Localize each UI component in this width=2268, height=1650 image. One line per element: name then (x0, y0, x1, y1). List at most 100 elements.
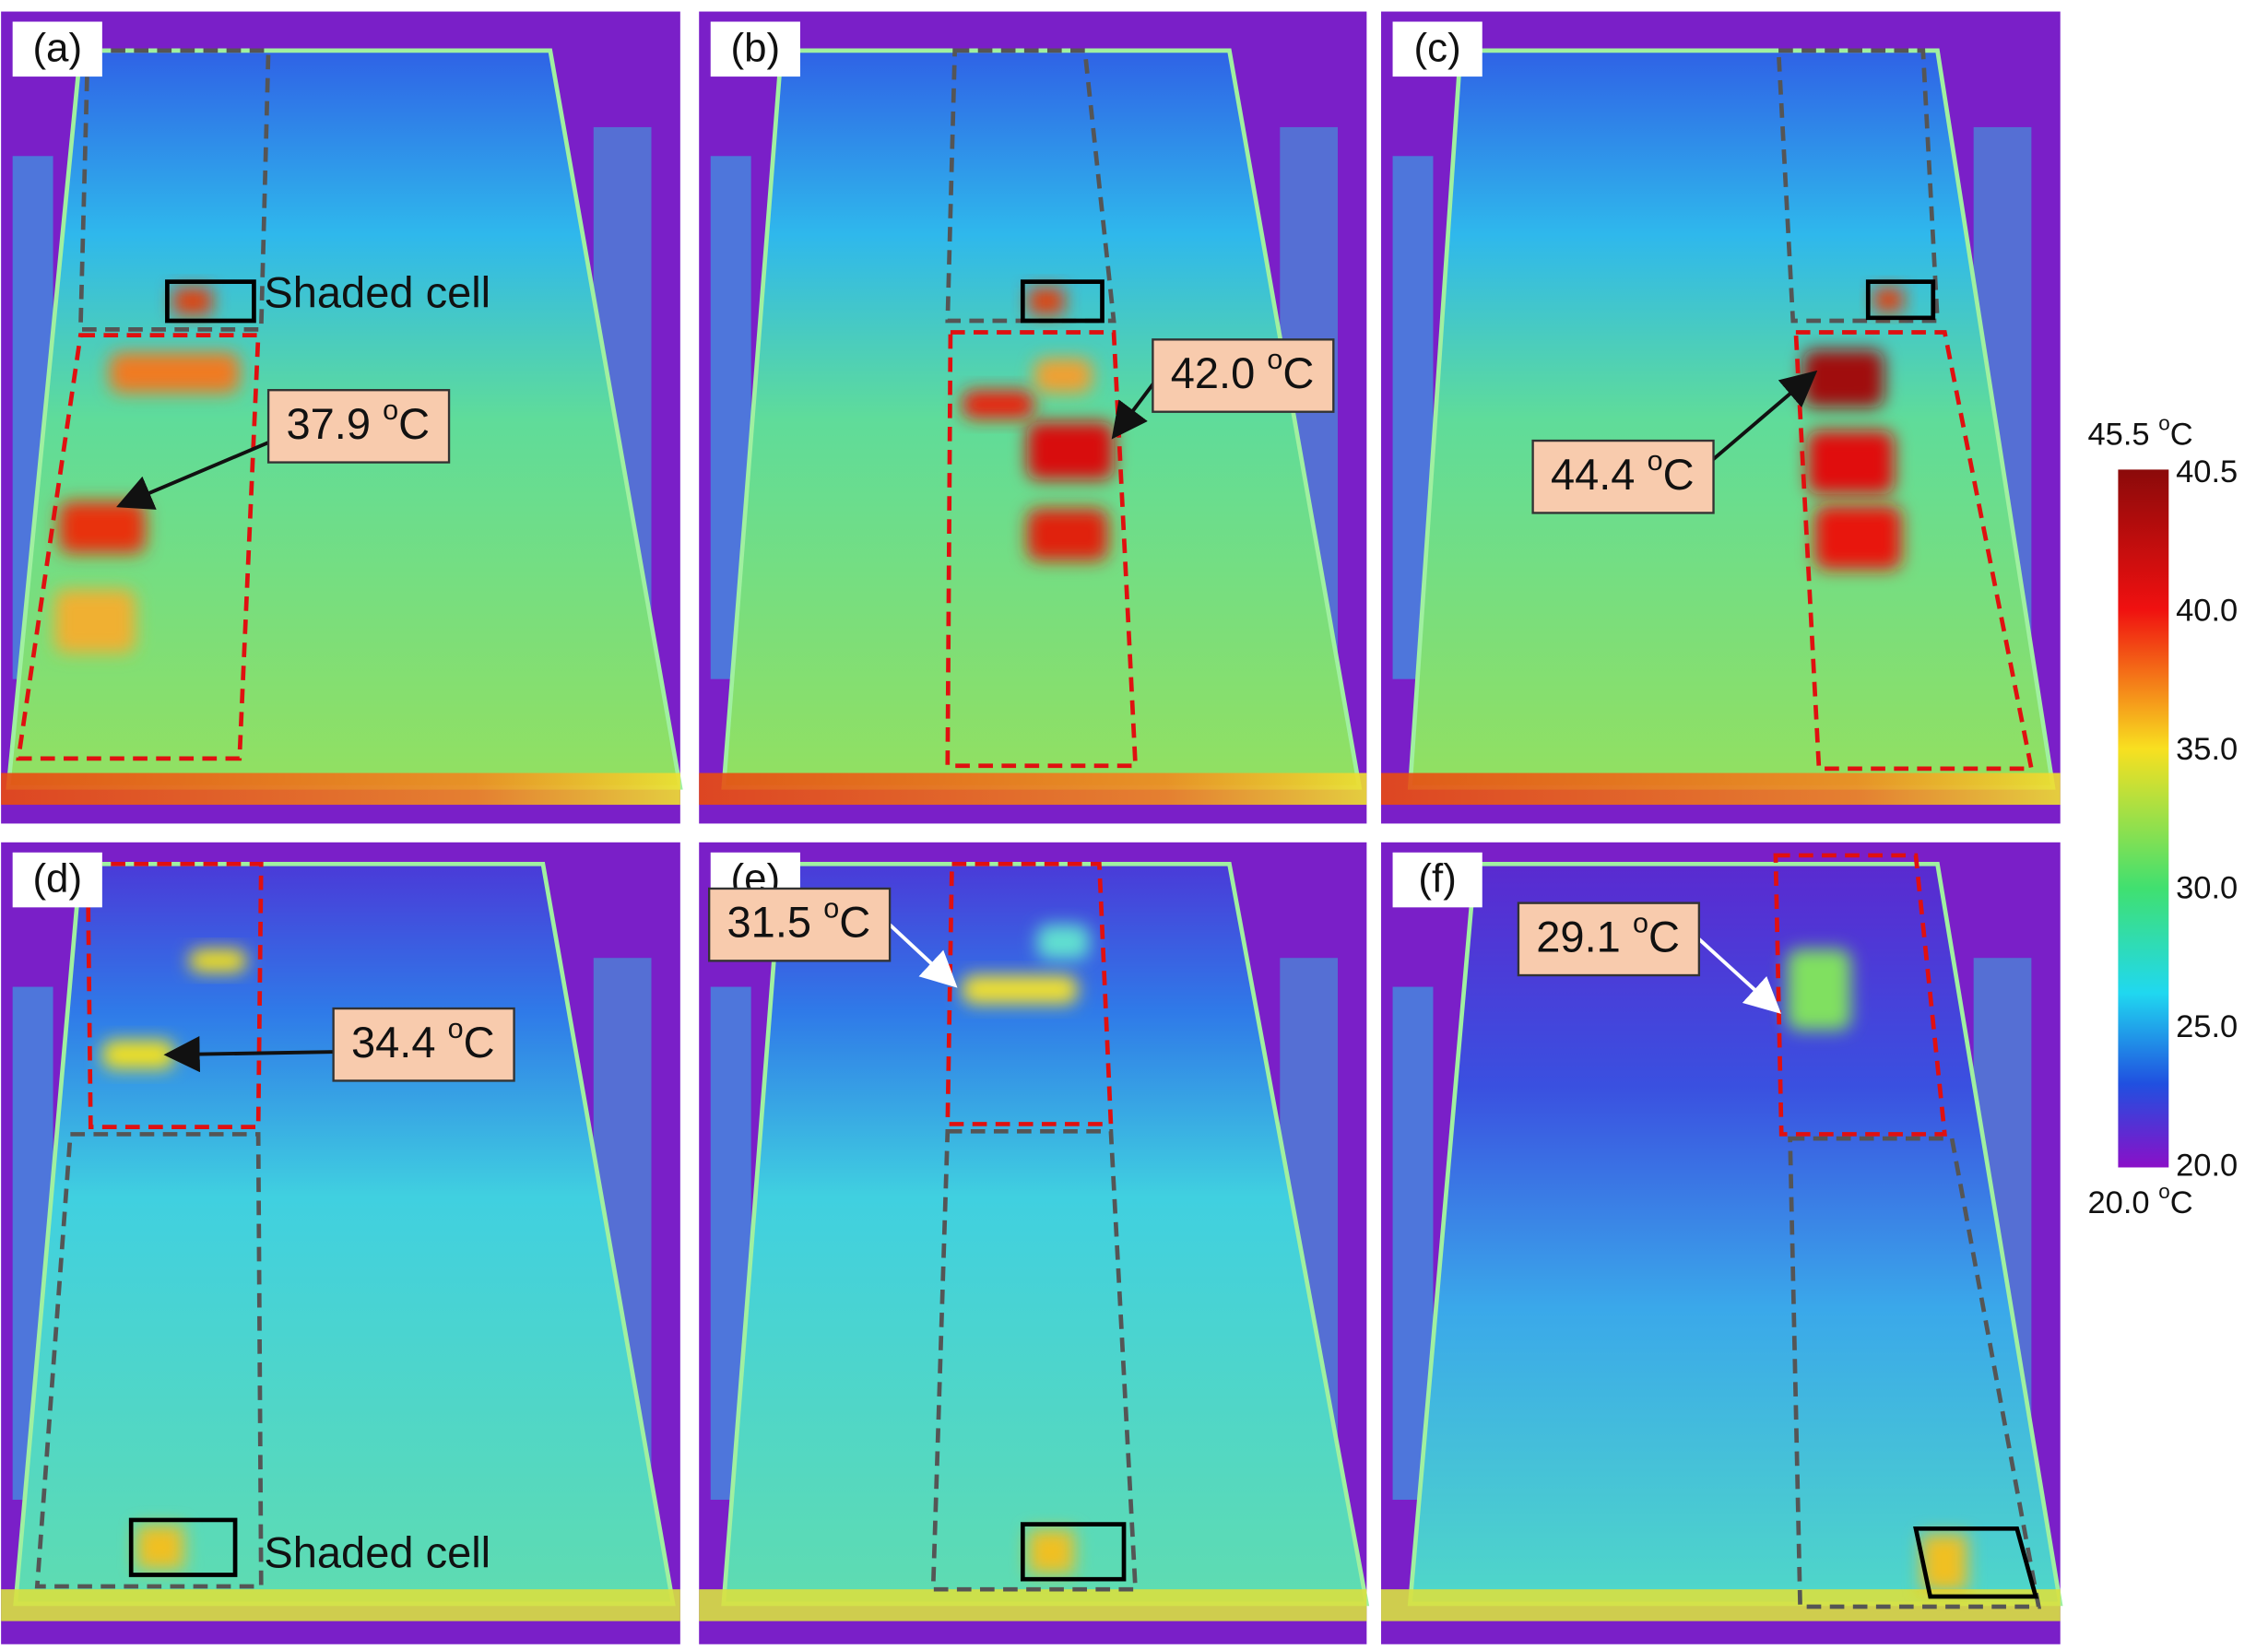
panel-label-box (710, 21, 800, 77)
panel-label: (f) (1418, 856, 1456, 902)
cell-heat (1028, 287, 1065, 315)
annotation-box (1152, 338, 1335, 413)
hotspot-region (16, 333, 261, 761)
hot-spot (58, 501, 146, 554)
colorbar-tick-label: 40.0 (2176, 594, 2238, 629)
annotation-box (1517, 902, 1701, 977)
annotation-box (708, 887, 892, 962)
temperature-text: 44.4 oC (1551, 445, 1695, 499)
colorbar-tick-label: 20.0 (2176, 1149, 2238, 1184)
temperature-text: 42.0 oC (1171, 344, 1315, 397)
shaded-cell-label: Shaded cell (264, 1528, 490, 1577)
panel-label-box (12, 852, 102, 908)
unit: C (1663, 450, 1695, 499)
hotspot-region (1793, 330, 2035, 772)
unit: C (398, 399, 430, 448)
hot-spot (1814, 505, 1902, 570)
hotspot-region (945, 861, 1114, 1126)
string-outline (77, 48, 271, 332)
colorbar (2118, 469, 2169, 1168)
panel-label-box (1392, 21, 1482, 77)
unit: C (464, 1018, 495, 1067)
degree-sign: o (1267, 344, 1282, 375)
degree-sign: o (1633, 907, 1648, 938)
string-outline (930, 1128, 1139, 1592)
annotation-box (1531, 439, 1715, 514)
degree-sign: o (2158, 1181, 2169, 1204)
panel-label: (c) (1414, 25, 1461, 70)
annotation-box (332, 1007, 515, 1082)
annotation-box (266, 389, 451, 464)
colorbar-tick-label: 40.5 (2176, 454, 2238, 489)
annotation-arrow (116, 439, 274, 510)
cell-heat (136, 1526, 184, 1570)
string-outline (1788, 1136, 2042, 1609)
hotspot-region (945, 330, 1139, 769)
shaded-cell (1020, 279, 1104, 324)
string-outline (945, 48, 1116, 324)
hot-spot (109, 352, 240, 394)
temperature-value: 31.5 (727, 898, 812, 947)
panel-label-box (1392, 852, 1482, 908)
string-outline (1776, 48, 1940, 324)
cell-heat (1028, 1529, 1074, 1573)
temperature-text: 31.5 oC (727, 893, 871, 947)
temperature-value: 37.9 (286, 399, 371, 448)
temperature-text: 20.0 oC (2088, 1181, 2193, 1221)
temperature-value: 34.4 (351, 1018, 436, 1067)
unit: C (1282, 349, 1314, 398)
hot-spot (101, 1040, 175, 1069)
shaded-cell (165, 279, 256, 324)
unit: C (839, 898, 870, 947)
degree-sign: o (823, 893, 839, 925)
panel-label: (a) (32, 25, 82, 70)
shaded-cell (1865, 279, 1936, 321)
frame-strip (699, 772, 1367, 806)
panel-label-box (12, 21, 102, 77)
unit: C (2170, 417, 2193, 452)
hot-spot (962, 390, 1034, 419)
panel-label: (d) (32, 856, 82, 902)
hot-spot (1034, 358, 1093, 394)
frame-strip (1, 772, 680, 806)
shaded-cell (1913, 1526, 2039, 1599)
hot-spot (54, 589, 136, 654)
shaded-cell (1020, 1522, 1127, 1582)
shaded-cell (128, 1517, 238, 1577)
shaded-cell-label: Shaded cell (264, 268, 490, 317)
degree-sign: o (448, 1013, 464, 1044)
annotation-arrow (888, 923, 958, 988)
unit: C (2170, 1185, 2193, 1220)
panel-label: (b) (731, 25, 781, 70)
temperature-value: 42.0 (1171, 349, 1256, 398)
hot-spot (1027, 421, 1115, 480)
cell-heat (172, 287, 212, 315)
annotation-arrow (1111, 377, 1159, 440)
temperature-text: 37.9 oC (286, 395, 430, 448)
frame-strip (699, 1589, 1367, 1621)
colorbar-tick-label: 35.0 (2176, 732, 2238, 767)
degree-sign: o (1648, 445, 1663, 477)
hot-spot (1036, 925, 1090, 960)
hot-spot (1787, 949, 1851, 1031)
hot-spot (1027, 508, 1108, 561)
temperature-value: 20.0 (2088, 1185, 2150, 1220)
annotation-arrow (1705, 370, 1818, 467)
temperature-text: 34.4 oC (351, 1013, 495, 1067)
hot-spot (1807, 430, 1895, 495)
colorbar-tick-label: 25.0 (2176, 1009, 2238, 1044)
temperature-value: 45.5 (2088, 417, 2150, 452)
frame-strip (1, 1589, 680, 1621)
hot-spot (188, 949, 247, 972)
degree-sign: o (2158, 412, 2169, 435)
colorbar-tick-label: 30.0 (2176, 871, 2238, 906)
degree-sign: o (383, 395, 398, 426)
cell-heat (1873, 287, 1904, 312)
module (1407, 48, 2056, 790)
temperature-value: 29.1 (1536, 913, 1621, 961)
temperature-value: 44.4 (1551, 450, 1636, 499)
string-outline (34, 1132, 264, 1589)
annotation-arrow (163, 1036, 337, 1073)
